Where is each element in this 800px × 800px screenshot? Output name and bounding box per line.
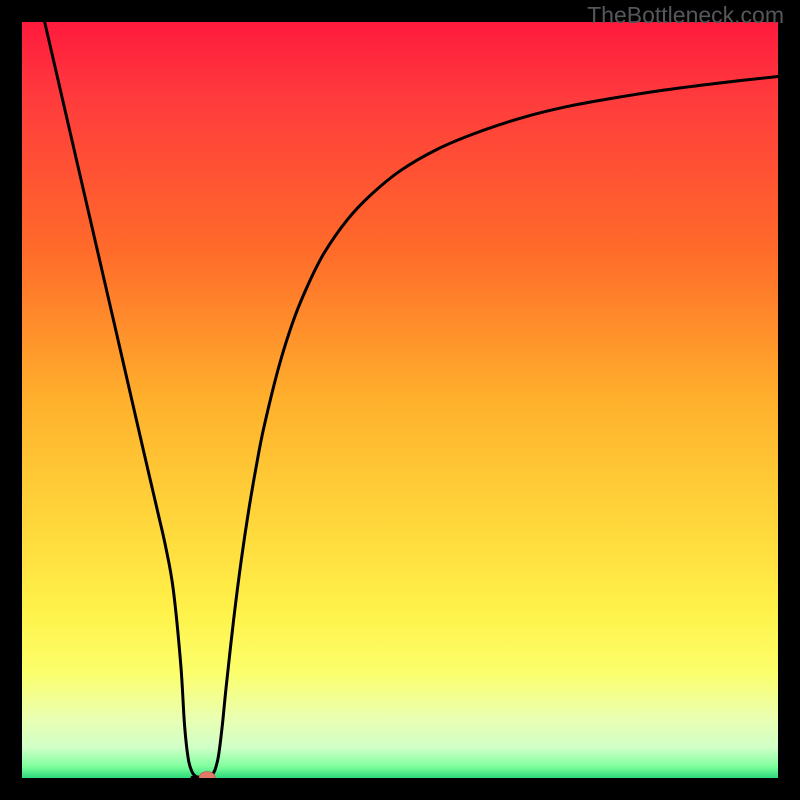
plot-area: [22, 22, 778, 778]
heatmap-gradient-background: [22, 22, 778, 778]
chart-container: TheBottleneck.com: [0, 0, 800, 800]
watermark-text: TheBottleneck.com: [587, 2, 784, 29]
